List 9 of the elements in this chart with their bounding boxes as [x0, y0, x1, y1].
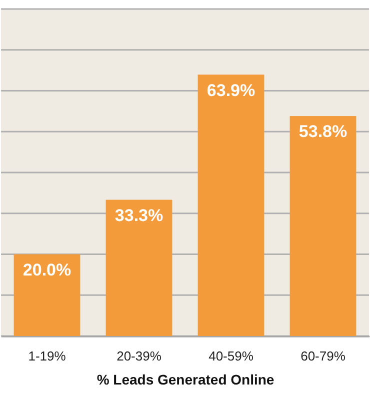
x-tick-label: 20-39%	[116, 348, 162, 364]
x-tick-label: 1-19%	[28, 348, 66, 364]
data-label: 20.0%	[22, 260, 72, 280]
data-label: 63.9%	[206, 80, 256, 100]
x-tick-label: 60-79%	[300, 348, 346, 364]
x-tick-label: 40-59%	[208, 348, 254, 364]
x-axis-title: % Leads Generated Online	[96, 372, 274, 388]
data-label: 33.3%	[114, 206, 164, 225]
data-label: 53.8%	[298, 122, 348, 142]
